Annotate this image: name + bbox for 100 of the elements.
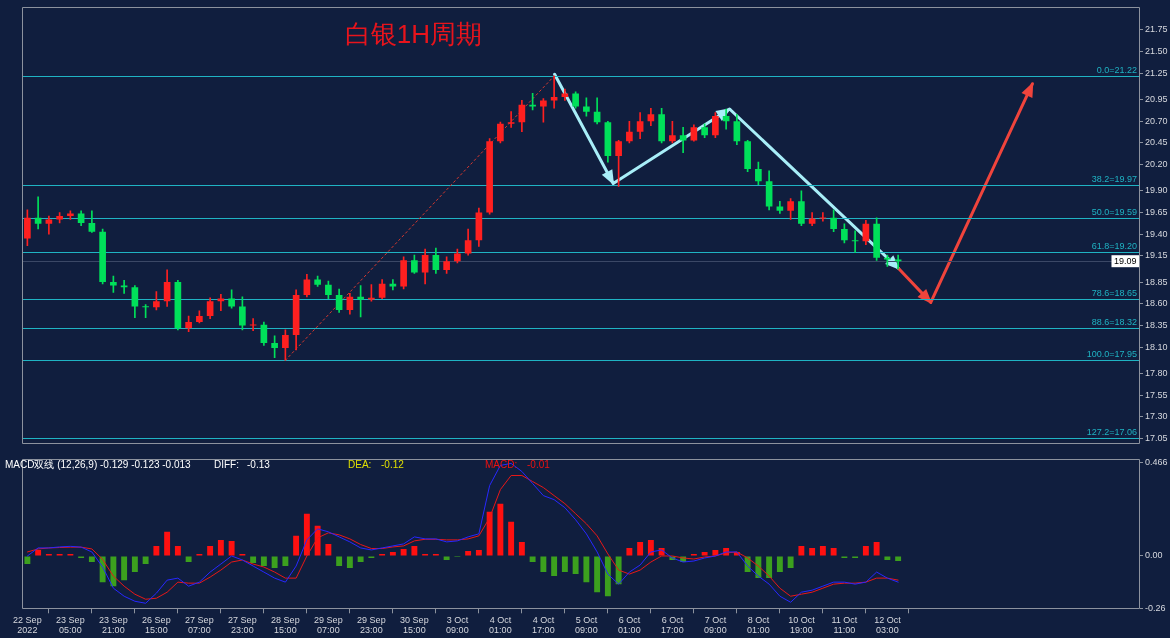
x-tick-label: 12 Oct 03:00 [874, 614, 902, 636]
y-tick-label: 20.95 [1145, 94, 1168, 105]
ref-line-label: 100.0=17.95 [1086, 349, 1137, 360]
ref-line-label: 61.8=19.20 [1091, 240, 1137, 251]
bar [884, 556, 891, 560]
y-tick-label: 0.466 [1145, 456, 1168, 467]
bar [293, 535, 300, 556]
bar [529, 556, 536, 563]
ref-line-label: 78.6=18.65 [1091, 288, 1137, 299]
bar [24, 556, 31, 565]
ref-line-label: 0.0=21.22 [1096, 65, 1137, 76]
bar [862, 545, 869, 556]
x-tick-label: 27 Sep 23:00 [228, 614, 257, 636]
bar [604, 556, 611, 597]
bar [260, 556, 267, 567]
bar [121, 556, 128, 581]
bar [164, 531, 171, 556]
bar [443, 556, 450, 560]
x-tick-label: 8 Oct 01:00 [747, 614, 770, 636]
y-tick-label: 18.85 [1145, 276, 1168, 287]
x-tick-label: 11 Oct 11:00 [831, 614, 858, 636]
y-tick-label: 20.45 [1145, 137, 1168, 148]
y-tick-label: 17.30 [1145, 411, 1168, 422]
bar [809, 547, 816, 556]
bar [572, 556, 579, 575]
bar [486, 511, 493, 556]
bar [830, 547, 837, 556]
bar [518, 541, 525, 556]
bar [637, 541, 644, 556]
bar [282, 556, 289, 567]
x-tick-label: 5 Oct 09:00 [575, 614, 598, 636]
y-tick-label: 17.05 [1145, 433, 1168, 443]
chart-title: MACD双线 (12,26,9) -0.129 -0.123 -0.013 [5, 459, 192, 471]
x-tick-label: 6 Oct 17:00 [661, 614, 684, 636]
annotation: DEA: [348, 459, 372, 471]
bar [508, 521, 515, 556]
bar [895, 556, 902, 562]
bar [271, 556, 278, 569]
bar [594, 556, 601, 593]
bar [250, 556, 257, 564]
bar [583, 556, 590, 583]
x-tick-label: 29 Sep 07:00 [314, 614, 343, 636]
annotation: 19.09 [1113, 256, 1137, 267]
bar [819, 545, 826, 556]
bar [88, 556, 95, 563]
y-tick-label: 19.65 [1145, 207, 1168, 218]
x-tick-label: 29 Sep 23:00 [357, 614, 386, 636]
ref-line-label: 38.2=19.97 [1091, 173, 1137, 184]
ref-line-label: 127.2=17.06 [1086, 426, 1137, 437]
bar [551, 556, 558, 577]
bar [766, 556, 773, 579]
bar [776, 556, 783, 573]
bar [540, 556, 547, 573]
bar [303, 513, 310, 556]
bar [142, 556, 149, 565]
bar [626, 547, 633, 556]
bar [873, 541, 880, 556]
x-tick-label: 4 Oct 01:00 [489, 614, 512, 636]
y-tick-label: 19.15 [1145, 250, 1168, 261]
annotation: -0.01 [527, 459, 551, 471]
bar [357, 556, 364, 563]
bar [207, 545, 214, 556]
y-tick-label: 20.20 [1145, 159, 1168, 170]
y-tick-label: 18.35 [1145, 320, 1168, 331]
bar [798, 545, 805, 556]
x-tick-label: 27 Sep 07:00 [185, 614, 214, 636]
bar [411, 545, 418, 556]
x-tick-label: 4 Oct 17:00 [532, 614, 555, 636]
x-tick-label: 23 Sep 21:00 [99, 614, 128, 636]
bar [497, 503, 504, 556]
ref-line-label: 50.0=19.59 [1091, 206, 1137, 217]
annotation: -0.12 [381, 459, 405, 471]
bar [346, 556, 353, 569]
bar [153, 545, 160, 556]
text: 白银1H周期 [344, 18, 482, 49]
y-tick-label: 0.00 [1145, 550, 1163, 561]
y-tick-label: 18.60 [1145, 298, 1168, 309]
y-tick-label: 17.80 [1145, 367, 1168, 378]
y-tick-label: -0.26 [1145, 602, 1166, 613]
x-tick-label: 10 Oct 19:00 [788, 614, 816, 636]
x-tick-label: 23 Sep 05:00 [56, 614, 85, 636]
y-tick-label: 21.25 [1145, 67, 1168, 78]
x-tick-label: 3 Oct 09:00 [446, 614, 469, 636]
annotation: MACD: [485, 459, 518, 471]
y-tick-label: 19.90 [1145, 185, 1168, 196]
bar [228, 540, 235, 556]
x-tick-label: 30 Sep 15:00 [400, 614, 429, 636]
bar [131, 556, 138, 573]
bar [400, 548, 407, 556]
bar [561, 556, 568, 573]
x-tick-label: 26 Sep 15:00 [142, 614, 171, 636]
x-tick-label: 6 Oct 01:00 [618, 614, 641, 636]
y-tick-label: 21.50 [1145, 46, 1168, 57]
x-tick-label: 22 Sep 2022 [13, 614, 42, 636]
bar [475, 549, 482, 556]
y-tick-label: 19.40 [1145, 228, 1168, 239]
bar [336, 556, 343, 567]
y-tick-label: 21.75 [1145, 24, 1168, 35]
bar [217, 539, 224, 556]
y-tick-label: 18.10 [1145, 341, 1168, 352]
